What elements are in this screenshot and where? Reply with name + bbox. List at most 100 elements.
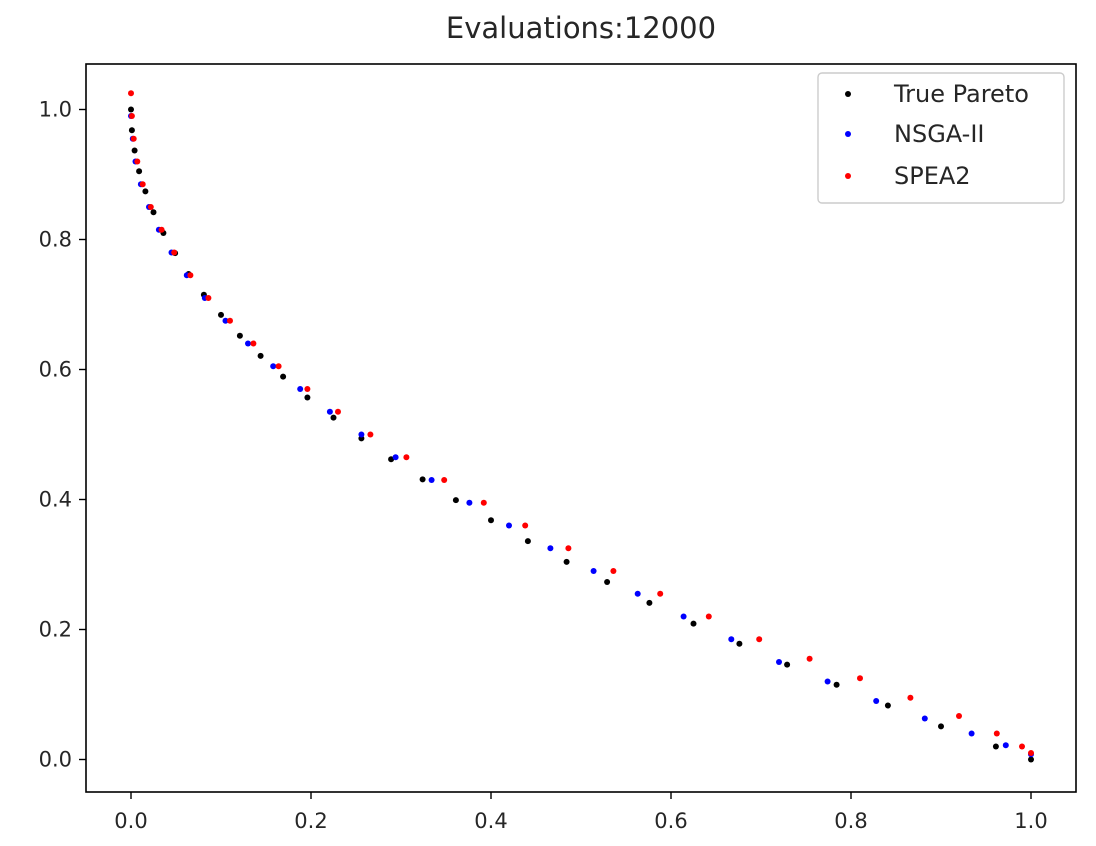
data-point-nsga-ii [326,408,333,415]
data-point-nsga-ii [392,454,399,461]
data-point-spea2 [134,158,141,165]
data-point-nsga-ii [270,363,277,370]
data-point-nsga-ii [634,590,641,597]
data-point-true-pareto [604,579,611,586]
data-point-spea2 [522,522,529,529]
data-point-spea2 [335,408,341,415]
data-point-nsga-ii [506,522,512,529]
legend-marker-nsga-ii [845,131,851,137]
legend-label-spea2: SPEA2 [894,162,971,190]
data-point-spea2 [756,636,763,643]
data-point-true-pareto [884,702,891,709]
data-point-spea2 [993,730,1000,737]
data-point-true-pareto [218,311,224,318]
data-point-nsga-ii [680,613,687,620]
data-point-spea2 [857,675,863,682]
axes-frame [85,63,1077,793]
data-point-true-pareto [280,373,287,380]
data-point-spea2 [205,295,212,301]
data-point-true-pareto [992,743,999,750]
x-tick-label: 0.0 [114,809,147,833]
data-point-spea2 [130,135,137,142]
data-point-spea2 [187,272,194,279]
data-point-spea2 [128,90,134,97]
data-point-nsga-ii [547,545,554,552]
x-tick-label: 0.8 [834,809,867,833]
data-point-nsga-ii [728,636,735,643]
data-point-true-pareto [257,352,264,359]
data-point-true-pareto [784,661,791,668]
data-point-true-pareto [388,456,395,463]
data-point-nsga-ii [428,477,435,483]
data-point-true-pareto [330,414,337,421]
data-point-nsga-ii [358,431,365,438]
data-point-nsga-ii [222,317,229,324]
data-point-true-pareto [646,599,653,606]
data-point-spea2 [227,317,233,324]
x-tick-label: 0.2 [294,809,327,833]
chart-title: Evaluations:12000 [446,11,716,45]
data-point-true-pareto [563,558,570,565]
legend-marker-true-pareto [845,91,851,97]
series-nsga-ii [128,113,1034,758]
data-point-nsga-ii [921,715,928,722]
data-point-spea2 [403,454,410,461]
data-point-nsga-ii [873,698,880,704]
x-tick-label: 0.6 [654,809,687,833]
data-point-nsga-ii [1002,742,1009,749]
data-point-spea2 [480,499,487,506]
data-point-true-pareto [304,394,311,401]
data-point-spea2 [367,431,374,438]
data-point-spea2 [158,226,165,233]
data-point-true-pareto [128,106,134,113]
ticks-layer: 0.0 0.2 0.4 0.6 0.8 1.0 0.0 0.2 0.4 0.6 0.8 1.0 [39,98,1048,834]
data-point-nsga-ii [590,568,597,574]
data-point-true-pareto [236,332,243,339]
data-point-spea2 [250,340,257,347]
data-point-spea2 [956,712,962,719]
data-point-true-pareto [524,538,531,545]
data-point-spea2 [565,545,572,552]
data-point-nsga-ii [776,659,782,665]
x-tick-label: 0.4 [474,809,507,833]
data-point-spea2 [139,181,146,188]
data-point-spea2 [705,613,712,620]
data-point-true-pareto [833,681,840,688]
data-point-true-pareto [142,188,149,195]
series-spea2 [128,90,1034,756]
data-point-spea2 [657,590,664,597]
data-point-spea2 [806,655,813,662]
data-point-true-pareto [690,620,697,627]
data-point-true-pareto [131,147,138,154]
data-point-true-pareto [150,209,157,216]
data-point-true-pareto [1028,756,1034,763]
data-point-spea2 [610,568,617,574]
data-point-true-pareto [452,497,459,504]
data-point-spea2 [147,204,154,210]
y-tick-label: 0.6 [39,358,72,382]
data-point-spea2 [128,113,135,119]
data-point-true-pareto [128,127,135,134]
legend-label-true-pareto: True Pareto [893,80,1029,108]
data-point-spea2 [275,363,282,370]
data-point-spea2 [304,386,311,392]
series-true-pareto [128,106,1034,763]
legend-box [817,72,1065,204]
y-tick-label: 0.2 [39,618,72,642]
legend-marker-spea2 [845,173,851,179]
data-point-spea2 [171,249,178,256]
data-point-spea2 [907,694,914,701]
data-point-true-pareto [938,723,944,730]
data-point-spea2 [1019,743,1025,750]
data-point-nsga-ii [824,678,831,685]
data-point-spea2 [1028,750,1034,756]
data-point-nsga-ii [968,730,975,737]
data-point-spea2 [441,477,448,483]
data-point-true-pareto [136,168,143,175]
data-point-true-pareto [736,640,743,647]
points-layer [128,90,1034,763]
data-point-nsga-ii [297,386,304,392]
legend: True Pareto NSGA-II SPEA2 [817,72,1065,204]
y-tick-label: 0.0 [39,748,72,772]
